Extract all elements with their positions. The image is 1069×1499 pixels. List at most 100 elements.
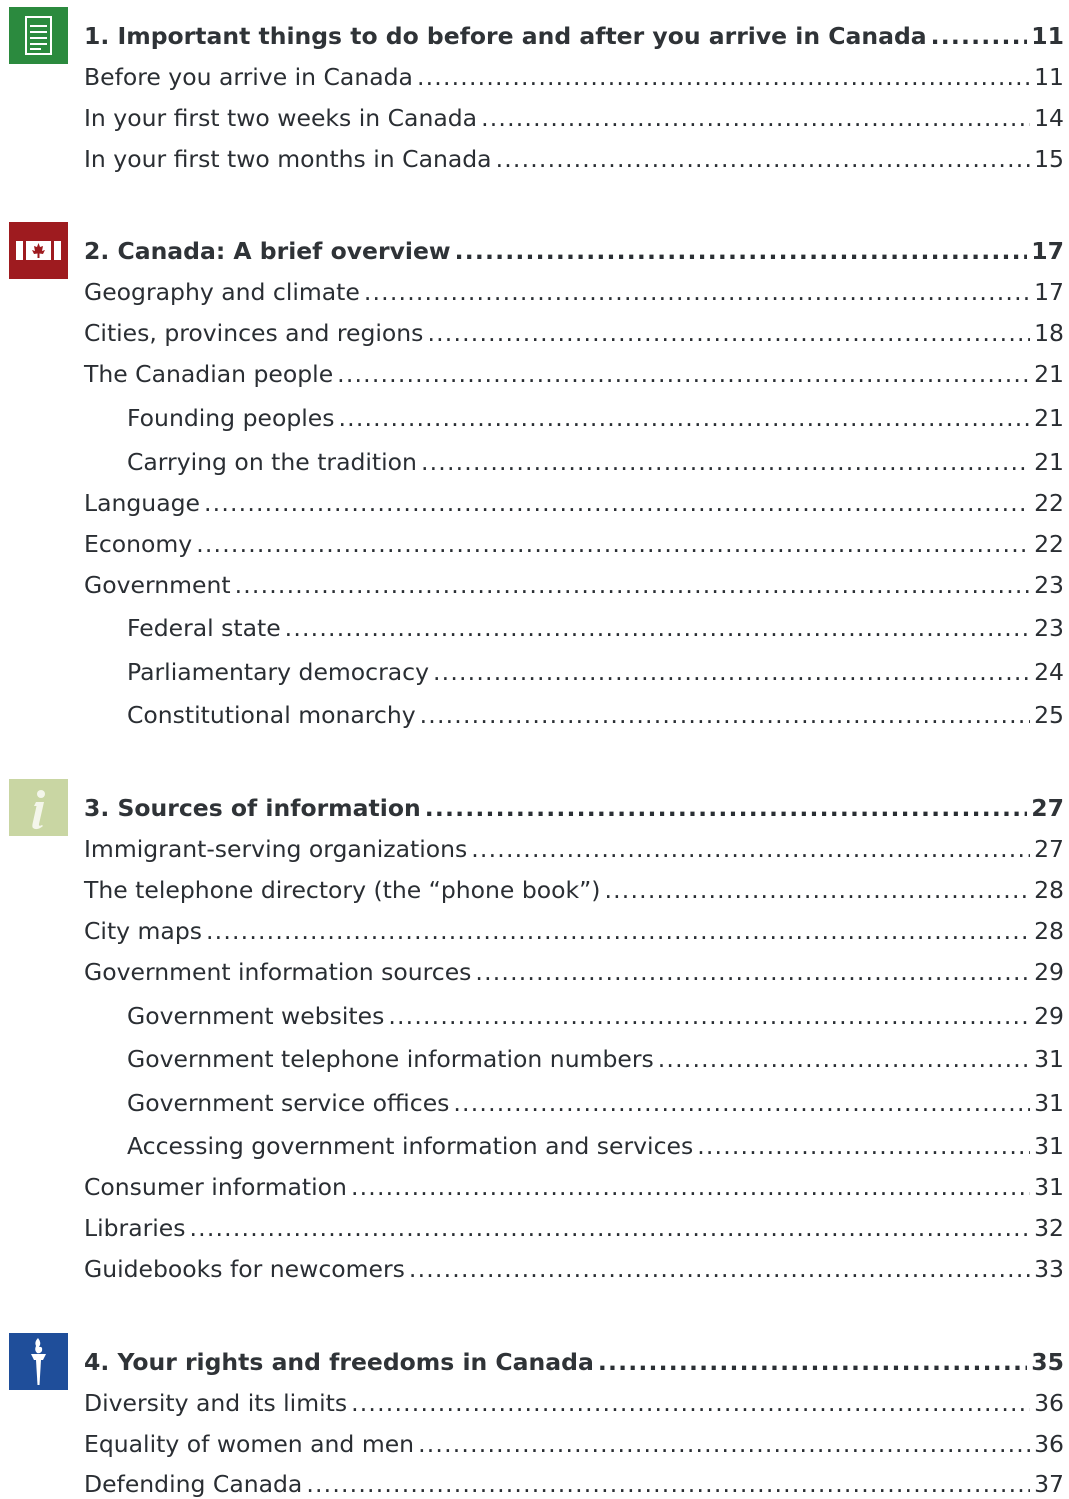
- toc-subentry[interactable]: Government websites ....................…: [127, 1001, 1064, 1031]
- page-number: 23: [1034, 614, 1064, 642]
- toc-entry[interactable]: In your first two weeks in Canada ......…: [84, 103, 1064, 133]
- document-icon: [9, 7, 68, 64]
- page-number: 25: [1034, 701, 1064, 729]
- page-number: 22: [1034, 489, 1064, 517]
- toc-entry[interactable]: City maps ..............................…: [84, 916, 1064, 946]
- toc-title: Government telephone information numbers: [127, 1045, 654, 1073]
- page-number: 29: [1034, 1002, 1064, 1030]
- page-number: 23: [1034, 571, 1064, 599]
- toc-entry[interactable]: Before you arrive in Canada ............…: [84, 62, 1064, 92]
- dot-leader: ........................................…: [454, 237, 1028, 265]
- toc-title: Government service offices: [127, 1089, 450, 1117]
- page-number: 35: [1031, 1348, 1064, 1376]
- page-number: 31: [1034, 1045, 1064, 1073]
- toc-entry[interactable]: Diversity and its limits ...............…: [84, 1388, 1064, 1418]
- toc-title: Before you arrive in Canada: [84, 63, 413, 91]
- page-number: 24: [1034, 658, 1064, 686]
- page-number: 36: [1034, 1430, 1064, 1458]
- toc-title: Government information sources: [84, 958, 472, 986]
- toc-entry[interactable]: Equality of women and men ..............…: [84, 1429, 1064, 1459]
- toc-entry[interactable]: The Canadian people ....................…: [84, 359, 1064, 389]
- page-number: 28: [1034, 917, 1064, 945]
- dot-leader: ........................................…: [481, 104, 1030, 132]
- dot-leader: ........................................…: [427, 319, 1030, 347]
- toc-subentry[interactable]: Founding peoples .......................…: [127, 403, 1064, 433]
- toc-heading-2[interactable]: 2. Canada: A brief overview ............…: [84, 236, 1064, 266]
- toc-entry[interactable]: Cities, provinces and regions ..........…: [84, 318, 1064, 348]
- dot-leader: ........................................…: [604, 876, 1031, 904]
- dot-leader: ........................................…: [495, 145, 1031, 173]
- dot-leader: ........................................…: [433, 658, 1030, 686]
- dot-leader: ........................................…: [418, 1430, 1030, 1458]
- page-number: 22: [1034, 530, 1064, 558]
- toc-title: The telephone directory (the “phone book…: [84, 876, 601, 904]
- toc-title: 1. Important things to do before and aft…: [84, 22, 927, 50]
- toc-title: Accessing government information and ser…: [127, 1132, 694, 1160]
- page-number: 28: [1034, 876, 1064, 904]
- toc-heading-3[interactable]: 3. Sources of information ..............…: [84, 793, 1064, 823]
- toc-title: City maps: [84, 917, 202, 945]
- toc-entry[interactable]: Guidebooks for newcomers ...............…: [84, 1254, 1064, 1284]
- toc-entry[interactable]: Libraries ..............................…: [84, 1213, 1064, 1243]
- toc-entry[interactable]: In your first two months in Canada .....…: [84, 144, 1064, 174]
- toc-title: 3. Sources of information: [84, 794, 421, 822]
- toc-subentry[interactable]: Government service offices .............…: [127, 1088, 1064, 1118]
- toc-title: 4. Your rights and freedoms in Canada: [84, 1348, 594, 1376]
- page-number: 27: [1031, 794, 1064, 822]
- page-number: 27: [1034, 835, 1064, 863]
- toc-subentry[interactable]: Government telephone information numbers…: [127, 1044, 1064, 1074]
- page-number: 17: [1031, 237, 1064, 265]
- toc-entry[interactable]: Economy ................................…: [84, 529, 1064, 559]
- page-number: 11: [1034, 63, 1064, 91]
- page-number: 14: [1034, 104, 1064, 132]
- dot-leader: ........................................…: [471, 835, 1030, 863]
- dot-leader: ........................................…: [189, 1214, 1031, 1242]
- toc-title: Federal state: [127, 614, 281, 642]
- toc-subentry[interactable]: Constitutional monarchy ................…: [127, 700, 1064, 730]
- page-number: 36: [1034, 1389, 1064, 1417]
- dot-leader: ........................................…: [408, 1255, 1030, 1283]
- dot-leader: ........................................…: [657, 1045, 1031, 1073]
- page-number: 21: [1034, 360, 1064, 388]
- toc-subentry[interactable]: Accessing government information and ser…: [127, 1131, 1064, 1161]
- toc-entry[interactable]: Government .............................…: [84, 570, 1064, 600]
- toc-entry[interactable]: Defending Canada .......................…: [84, 1469, 1064, 1499]
- toc-entry[interactable]: Government information sources .........…: [84, 957, 1064, 987]
- toc-title: In your first two weeks in Canada: [84, 104, 478, 132]
- toc-subentry[interactable]: Federal state ..........................…: [127, 613, 1064, 643]
- dot-leader: ........................................…: [196, 530, 1031, 558]
- toc-entry[interactable]: Geography and climate ..................…: [84, 277, 1064, 307]
- dot-leader: ........................................…: [306, 1470, 1030, 1498]
- dot-leader: ........................................…: [420, 448, 1030, 476]
- page-number: 29: [1034, 958, 1064, 986]
- toc-heading-4[interactable]: 4. Your rights and freedoms in Canada ..…: [84, 1347, 1064, 1377]
- dot-leader: ........................................…: [205, 917, 1031, 945]
- dot-leader: ........................................…: [388, 1002, 1031, 1030]
- toc-title: Immigrant-serving organizations: [84, 835, 468, 863]
- page-number: 21: [1034, 404, 1064, 432]
- toc-title: Economy: [84, 530, 193, 558]
- toc-entry[interactable]: Consumer information ...................…: [84, 1172, 1064, 1202]
- toc-entry[interactable]: Immigrant-serving organizations ........…: [84, 834, 1064, 864]
- dot-leader: ........................................…: [350, 1173, 1030, 1201]
- toc-subentry[interactable]: Parliamentary democracy ................…: [127, 657, 1064, 687]
- toc-subentry[interactable]: Carrying on the tradition ..............…: [127, 447, 1064, 477]
- dot-leader: ........................................…: [930, 22, 1028, 50]
- toc-title: Diversity and its limits: [84, 1389, 348, 1417]
- dot-leader: ........................................…: [597, 1348, 1028, 1376]
- toc-title: Guidebooks for newcomers: [84, 1255, 405, 1283]
- toc-heading-1[interactable]: 1. Important things to do before and aft…: [84, 21, 1064, 51]
- toc-title: Government: [84, 571, 231, 599]
- toc-entry[interactable]: The telephone directory (the “phone book…: [84, 875, 1064, 905]
- toc-title: Language: [84, 489, 200, 517]
- dot-leader: ........................................…: [453, 1089, 1030, 1117]
- page-number: 18: [1034, 319, 1064, 347]
- page-number: 11: [1031, 22, 1064, 50]
- dot-leader: ........................................…: [203, 489, 1031, 517]
- toc-title: Defending Canada: [84, 1470, 303, 1498]
- dot-leader: ........................................…: [697, 1132, 1030, 1160]
- dot-leader: ........................................…: [284, 614, 1031, 642]
- toc-entry[interactable]: Language ...............................…: [84, 488, 1064, 518]
- toc-title: Cities, provinces and regions: [84, 319, 424, 347]
